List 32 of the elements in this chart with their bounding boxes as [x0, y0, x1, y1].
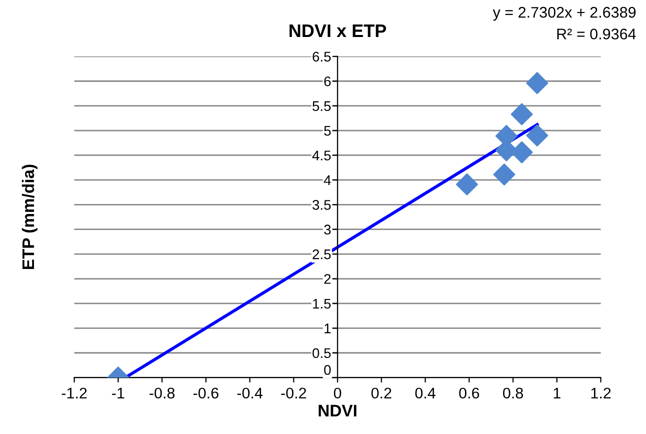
- y-tick-label: 5.5: [312, 101, 331, 111]
- x-tick-label: -1.2: [62, 388, 87, 398]
- y-tick-label: 3.5: [312, 200, 331, 210]
- y-tick-label: 4.5: [312, 150, 331, 160]
- x-tick-label: -1: [112, 388, 124, 398]
- x-tick-label: 1: [554, 388, 560, 398]
- x-tick-label: -0.8: [150, 388, 175, 399]
- x-tick-label: 0.2: [371, 388, 392, 399]
- y-tick-label: 2.5: [312, 249, 331, 260]
- x-tick-label: -0.2: [281, 388, 306, 399]
- x-tick-label: -0.4: [237, 388, 263, 399]
- y-tick-label: 6: [324, 76, 331, 86]
- chart-title: NDVI x ETP: [290, 24, 386, 37]
- text: R² = 0.9364: [557, 28, 636, 40]
- y-tick-label: 3: [324, 224, 331, 235]
- y-tick-label: 5: [324, 126, 331, 136]
- text: y = 2.7302x + 2.6389: [492, 6, 636, 21]
- y-tick-label: 6.5: [312, 52, 331, 62]
- x-tick-label: 0: [334, 388, 342, 399]
- y-tick-label: 1.5: [313, 298, 331, 309]
- y-tick-label: 4: [324, 175, 331, 185]
- y-axis-title: ETP (mm/dia): [22, 164, 38, 269]
- y-tick-label: 2: [324, 274, 331, 284]
- y-tick-label: 0.5: [312, 348, 331, 358]
- x-tick-label: 0.8: [503, 388, 523, 399]
- x-tick-label: 0.4: [415, 388, 436, 399]
- x-tick-label: 0.6: [459, 388, 480, 399]
- y-tick-label: 1: [324, 324, 331, 334]
- y-tick-label: 0: [324, 365, 331, 375]
- x-tick-label: -0.6: [193, 388, 218, 399]
- x-tick-label: 1.2: [591, 388, 611, 398]
- x-axis-title: NDVI: [318, 404, 356, 416]
